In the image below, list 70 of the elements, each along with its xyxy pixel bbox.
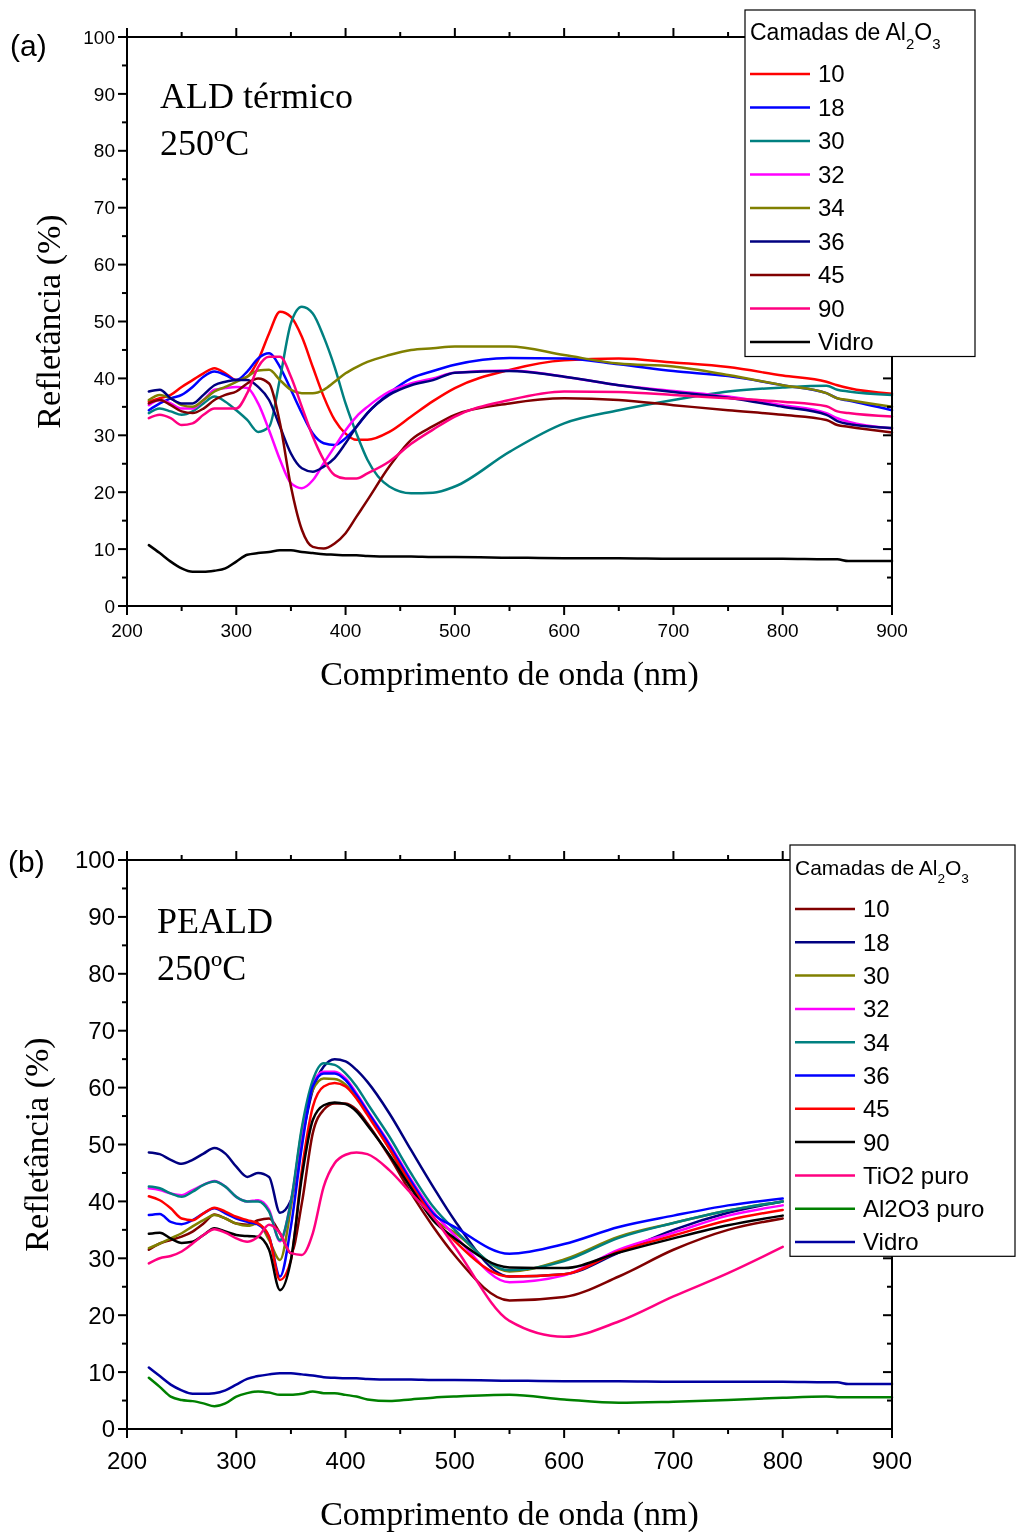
x-tick-label: 800: [762, 1447, 803, 1474]
x-tick-label: 300: [220, 620, 253, 641]
legend-label: 18: [818, 93, 845, 121]
y-tick-label: 70: [88, 1017, 115, 1045]
y-tick-label: 90: [88, 903, 115, 931]
y-tick-label: 50: [93, 311, 115, 333]
legend-label: 10: [863, 895, 890, 923]
annotation: 250ºC: [157, 948, 247, 988]
legend-title: Camadas de Al$_{2}$O$_{3}$: [750, 19, 941, 52]
legend-label: Vidro: [863, 1228, 919, 1256]
y-tick-label: 80: [93, 140, 115, 162]
text: (b): [8, 845, 45, 878]
legend-label: 30: [863, 962, 890, 989]
y-tick-label: 60: [93, 254, 115, 276]
legend-label: 34: [818, 194, 845, 222]
x-tick-label: 200: [111, 620, 143, 641]
y-tick-label: 100: [74, 846, 115, 874]
y-tick-label: 90: [93, 83, 115, 105]
legend-title: Camadas de Al$_{2}$O$_{3}$: [795, 856, 969, 886]
x-tick-label: 800: [766, 620, 799, 641]
legend-label: TiO2 puro: [863, 1161, 969, 1189]
y-tick-label: 10: [93, 538, 115, 560]
y-axis-title: Refletância (%): [30, 214, 68, 429]
legend-label: 36: [863, 1061, 890, 1089]
x-tick-label: 500: [439, 620, 471, 641]
legend-label: Vidro: [818, 328, 874, 356]
y-tick-label: 80: [88, 960, 115, 988]
x-tick-label: 600: [544, 1447, 585, 1474]
x-tick-label: 400: [329, 620, 362, 641]
y-tick-label: 0: [101, 1415, 115, 1443]
x-tick-label: 400: [325, 1447, 366, 1474]
legend-label: 90: [863, 1128, 890, 1156]
x-tick-label: 600: [548, 620, 580, 641]
annotation: PEALD: [157, 901, 273, 941]
y-tick-label: 10: [88, 1358, 115, 1386]
y-tick-label: 30: [93, 424, 115, 446]
x-tick-label: 700: [657, 620, 690, 641]
y-tick-label: 60: [88, 1074, 115, 1101]
y-tick-label: 40: [88, 1187, 115, 1215]
x-tick-label: 500: [434, 1447, 475, 1474]
y-tick-label: 0: [104, 595, 115, 617]
text: (a): [10, 29, 47, 62]
legend-label: 32: [863, 995, 890, 1023]
y-tick-label: 20: [93, 481, 115, 503]
legend-label: 34: [863, 1028, 890, 1056]
annotation: 250ºC: [160, 123, 250, 163]
legend-label: 32: [818, 160, 845, 188]
x-axis-title: Comprimento de onda (nm): [320, 1495, 699, 1532]
x-tick-label: 200: [106, 1447, 148, 1474]
legend-label: 36: [818, 227, 845, 255]
legend-label: Al2O3 puro: [863, 1195, 985, 1223]
y-tick-label: 30: [88, 1244, 115, 1272]
y-tick-label: 40: [93, 368, 115, 390]
y-axis-title: Refletância (%): [18, 1037, 56, 1252]
x-tick-label: 300: [216, 1447, 257, 1474]
y-tick-label: 100: [83, 26, 115, 48]
legend-label: 90: [818, 294, 845, 322]
y-tick-label: 50: [88, 1130, 115, 1158]
x-tick-label: 900: [876, 620, 908, 641]
x-tick-label: 900: [871, 1447, 913, 1474]
y-tick-label: 70: [93, 197, 115, 219]
x-axis-title: Comprimento de onda (nm): [320, 655, 699, 693]
annotation: ALD térmico: [160, 76, 353, 116]
legend-label: 18: [863, 928, 890, 956]
x-tick-label: 700: [653, 1447, 694, 1474]
y-tick-label: 20: [88, 1301, 115, 1329]
legend-label: 30: [818, 127, 845, 155]
legend-label: 45: [818, 261, 845, 289]
legend-label: 45: [863, 1095, 890, 1123]
legend-label: 10: [818, 60, 845, 88]
